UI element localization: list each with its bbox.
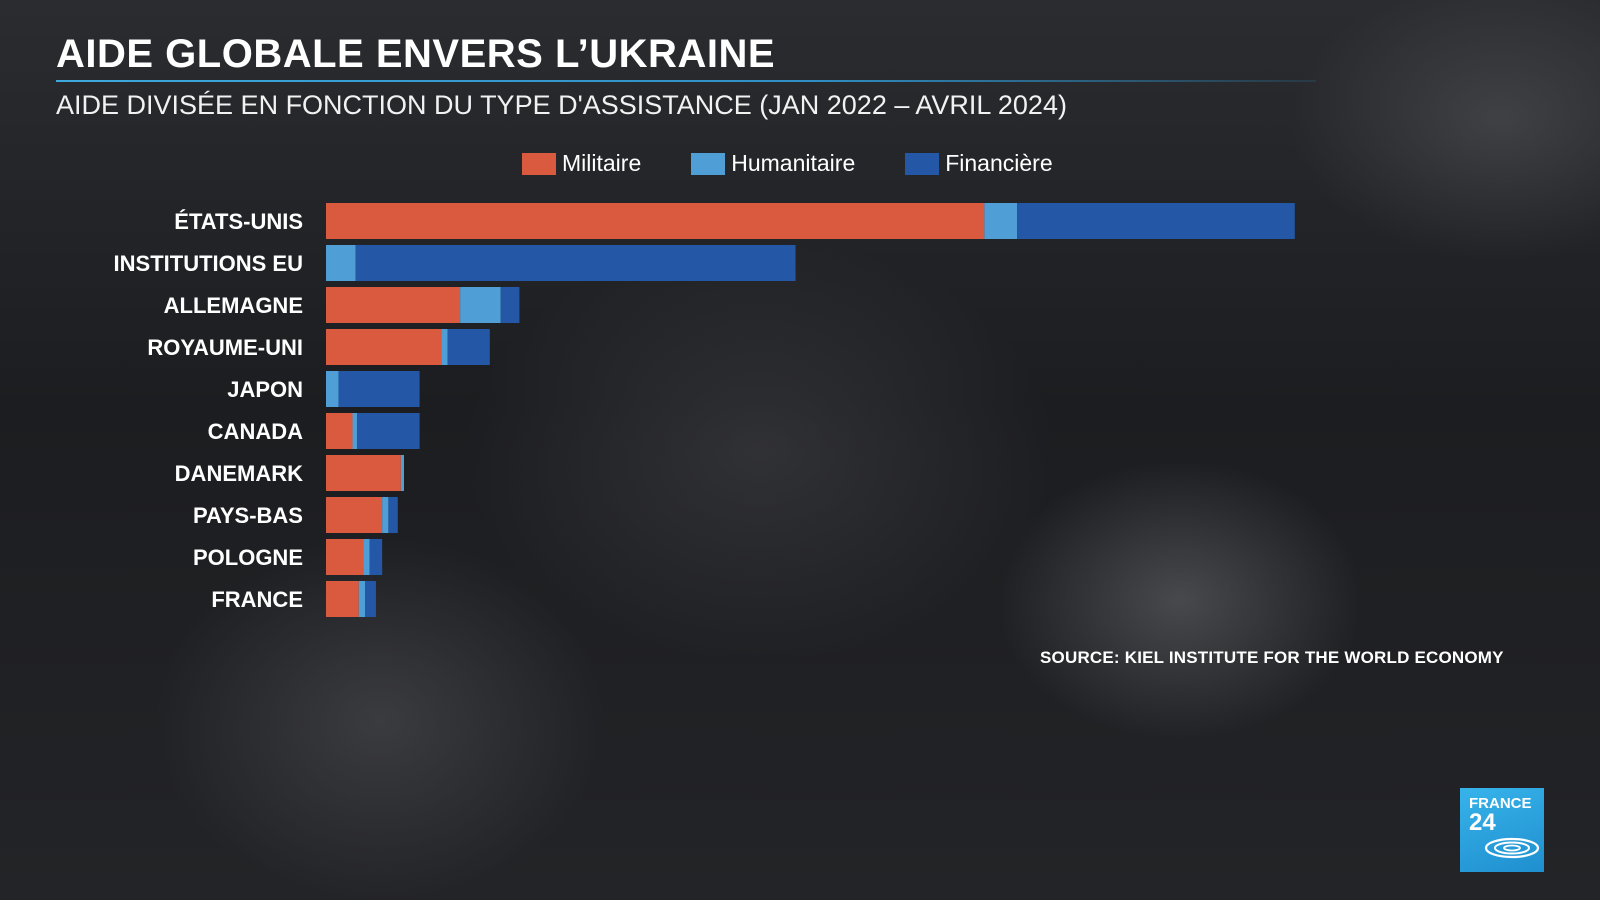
bar-pologne-militaire	[326, 539, 364, 575]
bar-allemagne-humanitaire	[460, 287, 501, 323]
category-label-france: FRANCE	[211, 587, 303, 612]
bar-royaume-uni-financiere	[447, 329, 490, 365]
category-label-danemark: DANEMARK	[175, 461, 303, 486]
legend-item-humanitaire: Humanitaire	[691, 150, 855, 177]
bar-france-humanitaire	[358, 581, 365, 617]
bar-etats-unis-militaire	[326, 203, 985, 239]
legend-label-financiere: Financière	[945, 150, 1053, 176]
chart-subtitle: AIDE DIVISÉE EN FONCTION DU TYPE D'ASSIS…	[56, 90, 1067, 120]
legend-item-financiere: Financière	[905, 150, 1053, 177]
logo-text-france: FRANCE	[1469, 795, 1532, 812]
bar-france-militaire	[326, 581, 359, 617]
bar-pays-bas-militaire	[326, 497, 383, 533]
bar-japon-humanitaire	[326, 371, 339, 407]
bar-institutions-eu-humanitaire	[326, 245, 356, 281]
bar-etats-unis-humanitaire	[984, 203, 1018, 239]
category-label-pologne: POLOGNE	[193, 545, 303, 570]
bar-allemagne-financiere	[500, 287, 520, 323]
chart-header: AIDE GLOBALE ENVERS L’UKRAINE AIDE DIVIS…	[56, 30, 1316, 122]
legend-swatch-militaire	[522, 152, 556, 175]
category-label-pays-bas: PAYS-BAS	[193, 503, 303, 528]
legend-swatch-humanitaire	[691, 152, 726, 175]
bar-institutions-eu-financiere	[355, 245, 796, 281]
logo-globe-icon	[1484, 837, 1540, 859]
bar-canada-humanitaire	[352, 413, 358, 449]
source-note: SOURCE: KIEL INSTITUTE FOR THE WORLD ECO…	[1040, 648, 1504, 667]
bar-japon-financiere	[338, 371, 420, 407]
france24-logo: FRANCE 24	[1460, 788, 1544, 872]
bar-pologne-financiere	[369, 539, 383, 575]
bar-royaume-uni-humanitaire	[441, 329, 448, 365]
chart-title: AIDE GLOBALE ENVERS L’UKRAINE	[56, 32, 776, 76]
bar-allemagne-militaire	[326, 287, 461, 323]
bar-etats-unis-financiere	[1017, 203, 1295, 239]
legend-swatch-financiere	[905, 152, 940, 175]
bar-pays-bas-humanitaire	[382, 497, 389, 533]
category-label-royaume-uni: ROYAUME-UNI	[147, 335, 303, 360]
bar-pologne-humanitaire	[363, 539, 370, 575]
title-underline	[56, 80, 1316, 82]
legend-item-militaire: Militaire	[522, 150, 641, 177]
category-label-allemagne: ALLEMAGNE	[164, 293, 303, 318]
legend-label-humanitaire: Humanitaire	[731, 150, 856, 176]
bar-france-financiere	[365, 581, 376, 617]
legend-label-militaire: Militaire	[562, 150, 642, 176]
bar-danemark-militaire	[326, 455, 401, 491]
category-label-japon: JAPON	[227, 377, 303, 402]
logo-text-24: 24	[1469, 809, 1496, 836]
category-label-canada: CANADA	[208, 419, 303, 444]
category-label-institutions-eu: INSTITUTIONS EU	[114, 251, 303, 276]
category-label-etats-unis: ÉTATS-UNIS	[174, 209, 303, 234]
bar-pays-bas-financiere	[388, 497, 398, 533]
chart-legend: Militaire Humanitaire Financière	[522, 150, 1103, 177]
bar-danemark-humanitaire	[400, 455, 404, 491]
bar-canada-militaire	[326, 413, 353, 449]
bar-royaume-uni-militaire	[326, 329, 442, 365]
bar-canada-financiere	[357, 413, 420, 449]
